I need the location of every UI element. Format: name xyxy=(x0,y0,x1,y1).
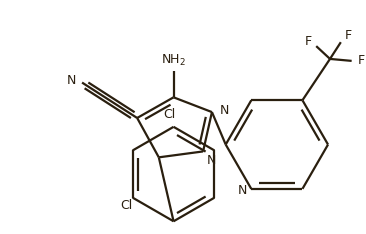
Text: Cl: Cl xyxy=(120,199,132,212)
Text: Cl: Cl xyxy=(164,108,176,121)
Text: NH$_2$: NH$_2$ xyxy=(161,53,186,69)
Text: N: N xyxy=(238,184,247,197)
Text: F: F xyxy=(305,35,312,48)
Text: N: N xyxy=(207,154,216,167)
Text: F: F xyxy=(358,54,365,67)
Text: F: F xyxy=(345,29,352,42)
Text: N: N xyxy=(66,74,76,87)
Text: N: N xyxy=(220,104,229,117)
